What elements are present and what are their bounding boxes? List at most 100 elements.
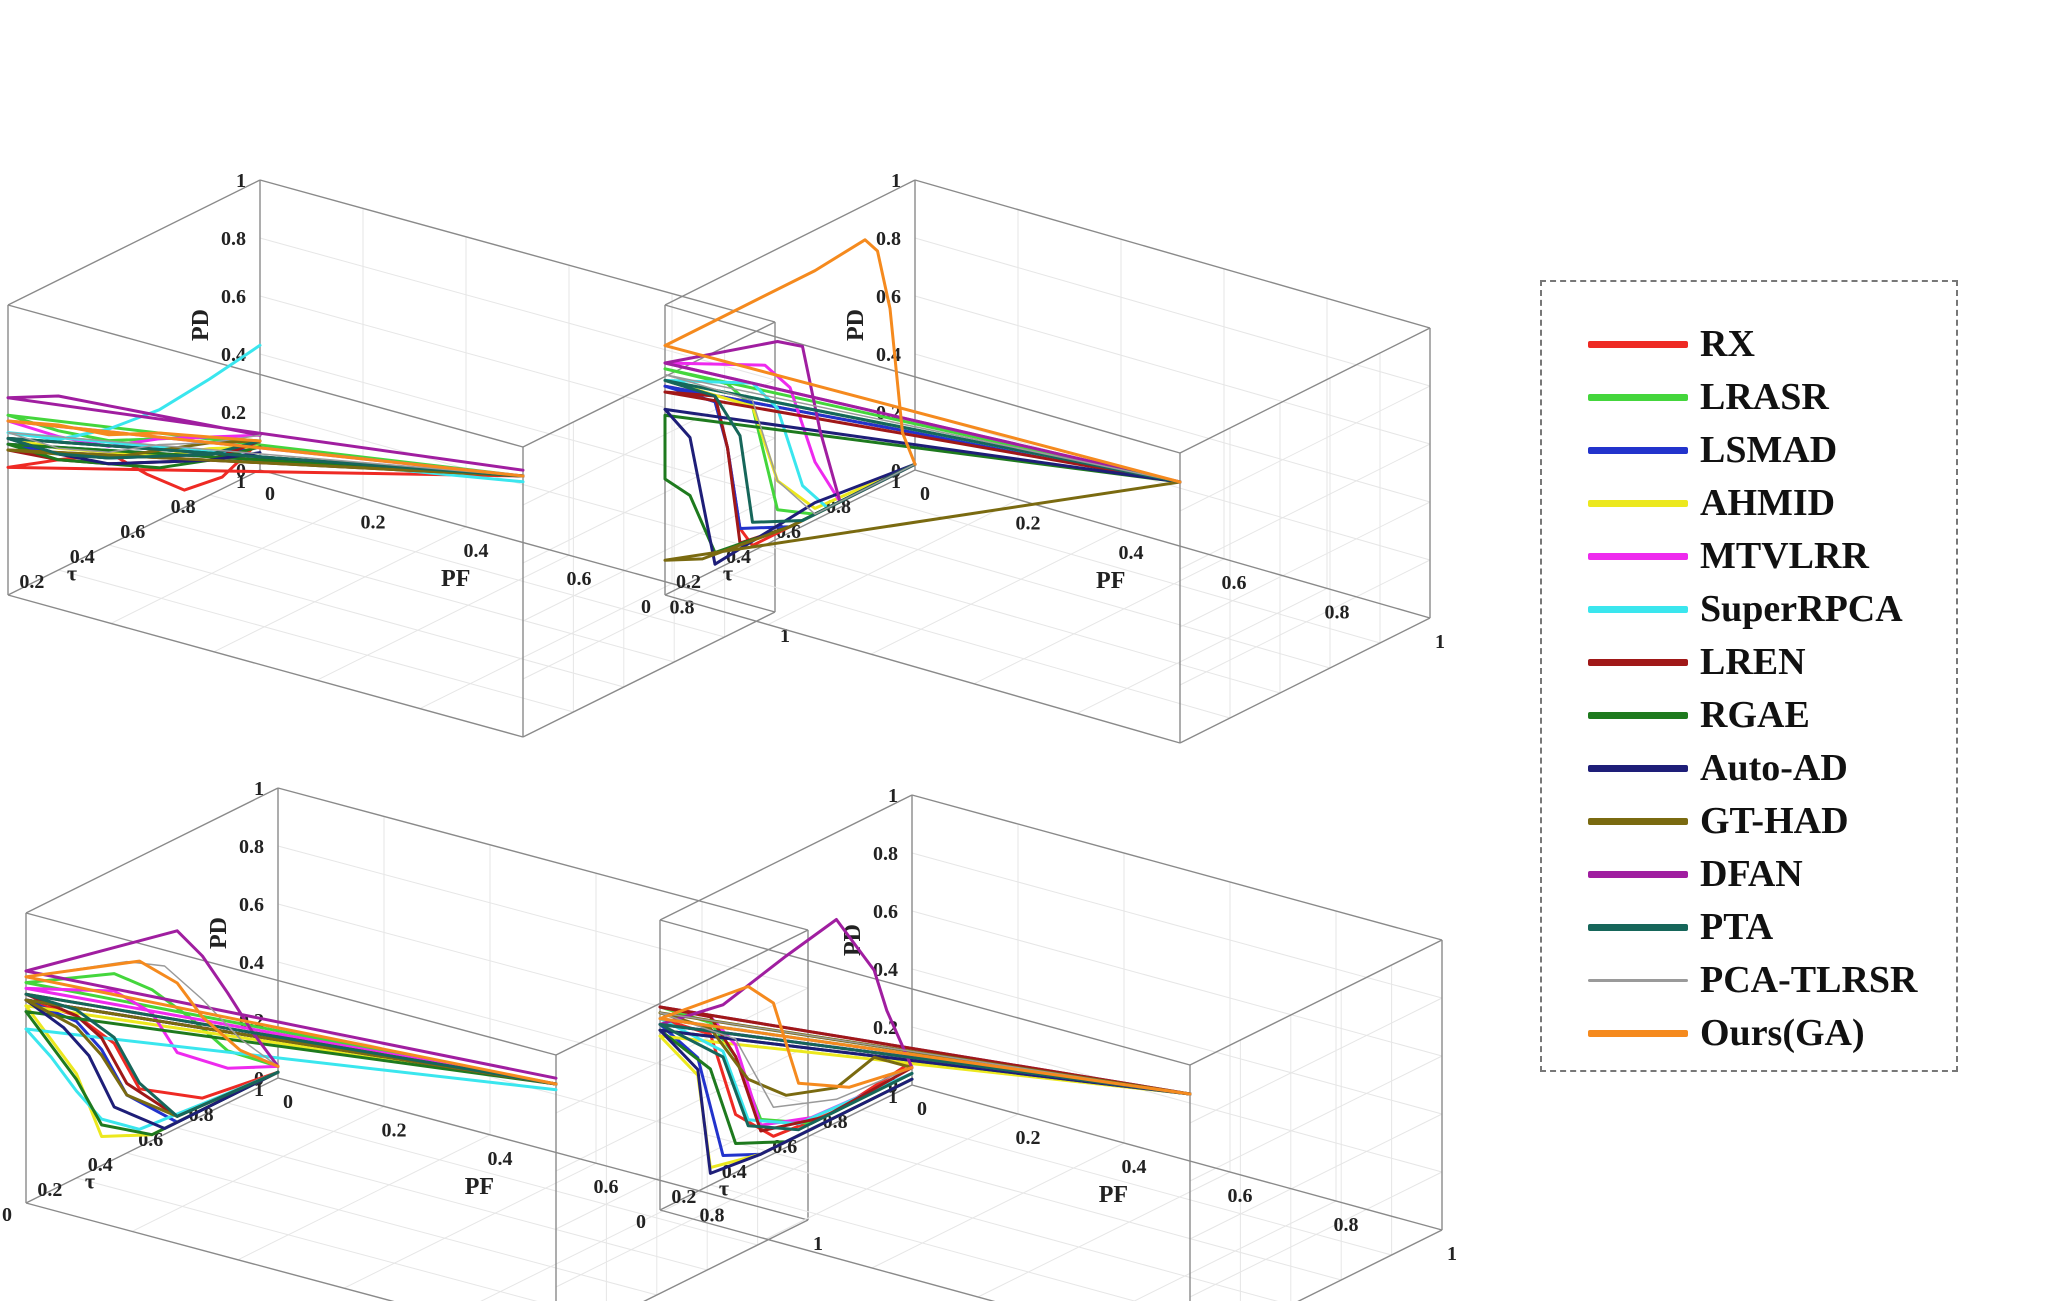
legend: RX LRASR LSMAD AHMID MTVLRR SuperRPCA LREN RGAE… (1540, 280, 1958, 1072)
axis-edge (25, 787, 279, 914)
axis-edge (259, 179, 776, 323)
axis-edge (664, 304, 1181, 454)
x-tick-label: 1 (1435, 631, 1445, 653)
legend-swatch (1588, 764, 1688, 772)
legend-label: MTVLRR (1700, 535, 1869, 577)
axis-edge (7, 179, 261, 306)
axis-edge (643, 1219, 809, 1301)
grid-line (213, 526, 467, 653)
y-tick-label: 0 (641, 596, 651, 618)
grid-line (1179, 443, 1431, 570)
x-tick-label: 1 (813, 1233, 823, 1255)
y-tick-label: 0.2 (19, 571, 44, 593)
axis-edge (7, 469, 261, 596)
grid-line (1189, 1113, 1443, 1240)
axis-edge (25, 1202, 395, 1301)
grid-line (765, 1113, 1019, 1240)
grid-line (914, 295, 1431, 445)
grid-line (1133, 1200, 1337, 1301)
legend-item: AHMID (1588, 481, 1835, 525)
z-axis-label: PD (188, 309, 214, 341)
series-line-pta (658, 1022, 1192, 1132)
grid-line (555, 987, 809, 1114)
grid-line (1076, 587, 1328, 714)
grid-line (209, 494, 725, 638)
x-tick-label: 0.2 (382, 1119, 407, 1141)
grid-line (259, 411, 776, 555)
grid-line (811, 1134, 1342, 1281)
grid-line (522, 495, 776, 622)
axis-edge (659, 919, 1191, 1066)
z-axis-label: PD (843, 309, 869, 341)
legend-item: Ours(GA) (1588, 1011, 1865, 1055)
legend-item: RX (1588, 322, 1755, 366)
x-tick-label: 0.4 (488, 1148, 513, 1170)
grid-line (237, 1134, 491, 1261)
legend-swatch (1588, 605, 1688, 613)
legend-swatch (1588, 711, 1688, 719)
grid-line (1189, 1055, 1443, 1182)
x-tick-label: 0 (283, 1091, 293, 1113)
axis-edge (1179, 617, 1431, 744)
z-tick-label: 0.8 (221, 228, 246, 250)
z-tick-label: 0.4 (876, 344, 901, 366)
grid-line (1179, 501, 1431, 628)
y-tick-label: 1 (254, 1079, 264, 1101)
axis-edge (914, 179, 1431, 329)
y-tick-label: 1 (891, 471, 901, 493)
legend-label: RX (1700, 323, 1755, 365)
y-tick-label: 0.8 (171, 496, 196, 518)
grid-line (911, 852, 1443, 999)
z-tick-label: 0.4 (239, 952, 264, 974)
grid-line (108, 544, 624, 688)
y-axis-label: τ (85, 1169, 95, 1194)
y-tick-label: 0.2 (671, 1186, 696, 1208)
y-axis-label: τ (67, 561, 77, 586)
legend-swatch (1588, 340, 1688, 348)
z-tick-label: 0.2 (221, 402, 246, 424)
grid-line (870, 528, 1122, 655)
legend-label: LRASR (1700, 376, 1829, 418)
x-tick-label: 0 (917, 1098, 927, 1120)
legend-label: RGAE (1700, 694, 1810, 736)
grid-line (110, 497, 364, 624)
legend-swatch (1588, 658, 1688, 666)
legend-swatch (1588, 923, 1688, 931)
y-axis-label: τ (719, 1176, 729, 1201)
legend-item: MTVLRR (1588, 534, 1869, 578)
axis-edge (659, 1084, 913, 1211)
grid-line (277, 845, 809, 989)
grid-line (343, 1162, 597, 1289)
grid-line (259, 353, 776, 497)
legend-label: DFAN (1700, 853, 1803, 895)
legend-item: GT-HAD (1588, 799, 1849, 843)
series-line-mtvlrr (24, 986, 558, 1086)
x-tick-label: 0.8 (700, 1205, 725, 1227)
legend-swatch (1588, 552, 1688, 560)
legend-label: Ours(GA) (1700, 1012, 1865, 1054)
grid-line (871, 1142, 1125, 1269)
series-line-ours-ga- (658, 985, 1192, 1096)
grid-line (973, 558, 1225, 685)
grid-line (977, 1171, 1231, 1298)
legend-label: GT-HAD (1700, 800, 1849, 842)
grid-line (76, 1177, 538, 1301)
z-tick-label: 0.6 (873, 901, 898, 923)
axis-edge (664, 179, 916, 306)
series-line-dfan (24, 929, 558, 1080)
x-tick-label: 0.2 (1016, 1127, 1041, 1149)
grid-line (914, 353, 1431, 503)
z-tick-label: 0.6 (239, 894, 264, 916)
series-line-pta (6, 436, 525, 478)
legend-swatch (1588, 446, 1688, 454)
grid-line (914, 411, 1431, 561)
y-tick-label: 0.2 (676, 571, 701, 593)
z-tick-label: 0.8 (239, 836, 264, 858)
series-line-rgae (24, 1010, 558, 1137)
x-axis-label: PF (465, 1174, 494, 1200)
grid-line (914, 237, 1431, 387)
grid-line (714, 569, 1231, 719)
z-tick-label: 1 (236, 170, 246, 192)
grid-line (555, 1045, 809, 1172)
x-tick-label: 0 (265, 483, 275, 505)
